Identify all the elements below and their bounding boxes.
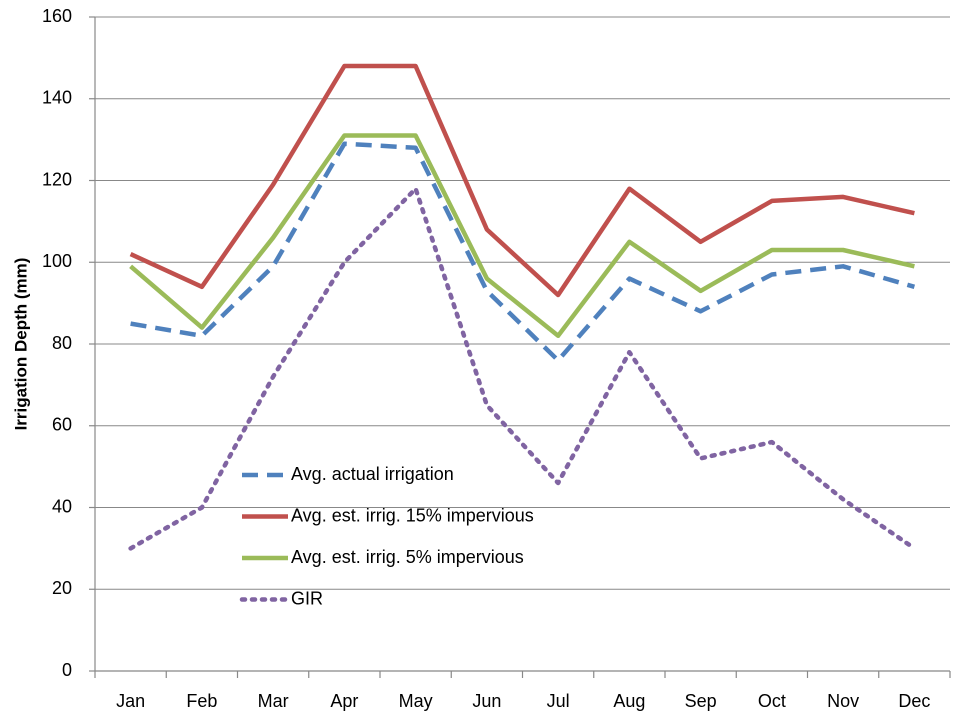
y-tick-label: 140	[42, 88, 72, 108]
x-tick-label: Jun	[472, 691, 501, 711]
x-tick-label: May	[399, 691, 433, 711]
series-line	[129, 133, 915, 339]
legend-label: Avg. est. irrig. 5% impervious	[291, 547, 524, 567]
x-tick-label: Aug	[613, 691, 645, 711]
y-tick-label: 160	[42, 6, 72, 26]
y-tick-label: 100	[42, 251, 72, 271]
y-tick-label: 120	[42, 169, 72, 189]
x-tick-label: Mar	[258, 691, 289, 711]
series-line	[130, 141, 916, 363]
series-line	[129, 63, 915, 298]
legend-label: Avg. actual irrigation	[291, 464, 454, 484]
series-line	[128, 186, 917, 551]
y-tick-label: 80	[52, 333, 72, 353]
x-tick-label: Sep	[685, 691, 717, 711]
x-tick-label: Oct	[758, 691, 786, 711]
x-tick-label: Dec	[898, 691, 930, 711]
x-tick-label: Nov	[827, 691, 859, 711]
y-tick-label: 60	[52, 415, 72, 435]
x-tick-label: Jan	[116, 691, 145, 711]
y-axis-label: Irrigation Depth (mm)	[11, 258, 30, 431]
x-tick-label: Feb	[186, 691, 217, 711]
y-tick-label: 0	[62, 660, 72, 680]
x-tick-label: Apr	[330, 691, 358, 711]
y-tick-label: 40	[52, 496, 72, 516]
legend-label: GIR	[291, 588, 323, 608]
y-tick-label: 20	[52, 578, 72, 598]
legend-label: Avg. est. irrig. 15% impervious	[291, 505, 534, 525]
x-tick-label: Jul	[547, 691, 570, 711]
